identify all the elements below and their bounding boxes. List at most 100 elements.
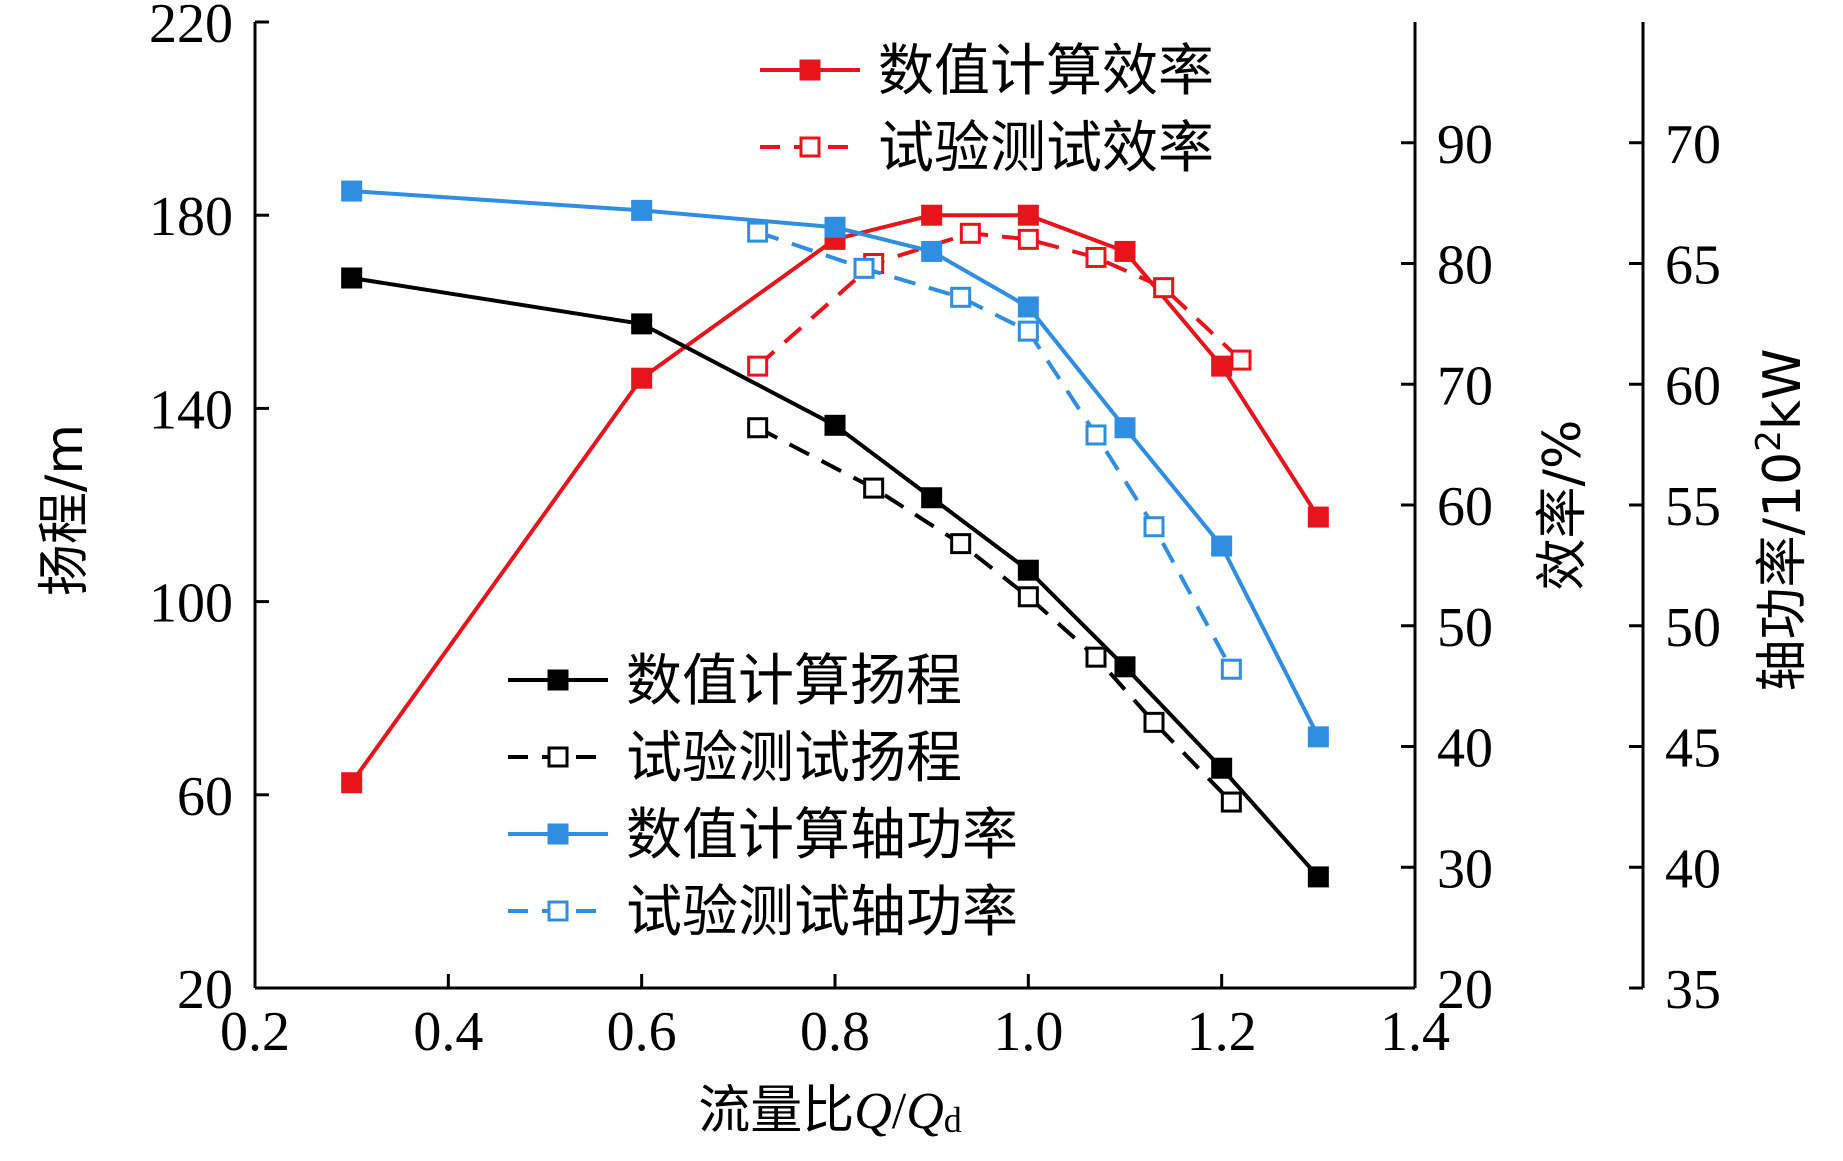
series-5	[747, 221, 1242, 680]
left-axis-title: 扬程/m	[35, 424, 95, 596]
data-point	[1220, 658, 1242, 680]
efficiency-tick-label: 80	[1437, 235, 1493, 297]
power-tick-label: 50	[1665, 597, 1721, 659]
data-point	[1220, 791, 1242, 813]
x-tick-label: 0.2	[220, 1001, 290, 1063]
legend-marker	[799, 59, 821, 81]
data-point	[921, 204, 943, 226]
data-point	[1114, 656, 1136, 678]
x-tick-label: 0.4	[413, 1001, 483, 1063]
data-point	[1143, 711, 1165, 733]
data-point	[853, 257, 875, 279]
efficiency-tick-label: 40	[1437, 718, 1493, 780]
efficiency-axis-title: 效率/%	[1533, 420, 1593, 591]
series-2	[341, 267, 1329, 888]
x-tick-label: 0.6	[607, 1001, 677, 1063]
data-point	[921, 487, 943, 509]
data-point	[1017, 559, 1039, 581]
x-tick-label: 1.4	[1380, 1001, 1450, 1063]
data-point	[1017, 320, 1039, 342]
data-point	[1085, 424, 1107, 446]
legend-marker	[547, 900, 569, 922]
legend-entry: 试验测试轴功率	[508, 880, 1018, 945]
data-point	[341, 180, 363, 202]
x-tick-label: 0.8	[800, 1001, 870, 1063]
data-point	[1307, 506, 1329, 528]
power-tick-label: 35	[1665, 959, 1721, 1021]
series-0	[341, 204, 1329, 794]
data-point	[1085, 246, 1107, 268]
data-point	[341, 267, 363, 289]
data-point	[341, 772, 363, 794]
data-point	[1114, 240, 1136, 262]
data-point	[1017, 228, 1039, 250]
data-point	[950, 286, 972, 308]
left-tick-label: 60	[177, 766, 233, 828]
series-line	[351, 189, 1321, 738]
power-tick-label: 70	[1665, 114, 1721, 176]
series-line	[350, 213, 1321, 784]
series-4	[341, 180, 1329, 748]
efficiency-tick-label: 20	[1437, 959, 1493, 1021]
data-point	[1307, 726, 1329, 748]
legend-label: 试验测试效率	[878, 116, 1214, 181]
data-point	[824, 414, 846, 436]
data-point	[1017, 296, 1039, 318]
efficiency-tick-label: 70	[1437, 355, 1493, 417]
series-line	[351, 276, 1320, 879]
efficiency-tick-label: 30	[1437, 838, 1493, 900]
legend-label: 试验测试扬程	[626, 726, 962, 791]
data-point	[950, 533, 972, 555]
series-line	[756, 231, 1243, 368]
power-axis-title: 轴功率/102kW	[1749, 349, 1813, 692]
data-point	[631, 367, 653, 389]
left-tick-label: 20	[177, 959, 233, 1021]
legend-marker	[547, 746, 569, 768]
data-point	[747, 221, 769, 243]
efficiency-tick-label: 50	[1437, 597, 1493, 659]
legend-label: 数值计算轴功率	[626, 803, 1018, 868]
data-point	[631, 199, 653, 221]
power-tick-label: 40	[1665, 838, 1721, 900]
left-tick-label: 220	[149, 0, 233, 55]
efficiency-tick-label: 60	[1437, 476, 1493, 538]
data-point	[1143, 516, 1165, 538]
series-3	[747, 417, 1242, 813]
left-tick-label: 140	[149, 379, 233, 441]
data-point	[1114, 417, 1136, 439]
legend-marker	[799, 136, 821, 158]
left-tick-label: 180	[149, 186, 233, 248]
legend-entry: 数值计算效率	[760, 39, 1214, 104]
legend-entry: 数值计算轴功率	[508, 803, 1018, 868]
data-point	[747, 355, 769, 377]
efficiency-tick-label: 90	[1437, 114, 1493, 176]
power-tick-label: 60	[1665, 355, 1721, 417]
x-axis-title: 流量比Q/Qd	[698, 1081, 962, 1141]
data-point	[1230, 349, 1252, 371]
data-point	[1211, 535, 1233, 557]
legend-label: 数值计算效率	[878, 39, 1214, 104]
axes: 0.2 0.4 0.6 0.8 1.0 1.2 1.42060100140180220203…	[149, 0, 1721, 1063]
power-tick-label: 55	[1665, 476, 1721, 538]
data-point	[1153, 277, 1175, 299]
data-point	[921, 240, 943, 262]
legend-marker	[547, 823, 569, 845]
data-point	[863, 477, 885, 499]
data-point	[1017, 204, 1039, 226]
data-point	[1307, 866, 1329, 888]
x-tick-label: 1.2	[1187, 1001, 1257, 1063]
data-point	[1085, 646, 1107, 668]
left-tick-label: 100	[149, 573, 233, 635]
power-tick-label: 65	[1665, 235, 1721, 297]
legend-marker	[547, 669, 569, 691]
series-group	[341, 180, 1329, 888]
data-point	[1017, 586, 1039, 608]
legend-entry: 试验测试扬程	[508, 726, 962, 791]
data-point	[824, 216, 846, 238]
data-point	[1211, 355, 1233, 377]
legend-entry: 数值计算扬程	[508, 649, 962, 714]
data-point	[631, 313, 653, 335]
axis-titles: 流量比Q/Qd 扬程/m 效率/% 轴功率/102kW	[35, 349, 1813, 1141]
